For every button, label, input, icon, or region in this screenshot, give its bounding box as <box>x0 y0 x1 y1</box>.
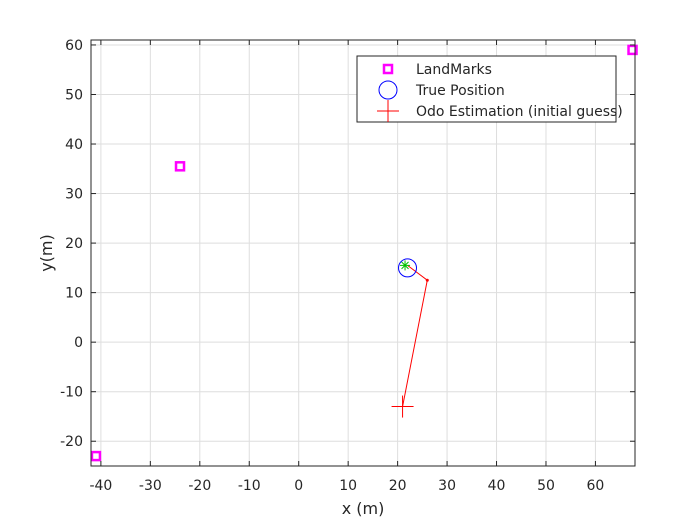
legend-entries: LandMarks True Position Odo Estimation (in… <box>377 62 623 122</box>
legend-label: True Position <box>415 83 505 99</box>
x-tick-label: 20 <box>389 478 407 494</box>
y-tick-label: 60 <box>65 38 83 54</box>
legend-entry: Odo Estimation (initial guess) <box>377 100 623 122</box>
legend-box <box>356 55 617 123</box>
legend-label: LandMarks <box>416 62 492 78</box>
legend-plus-icon <box>377 100 399 122</box>
legend-label: Odo Estimation (initial guess) <box>416 104 623 120</box>
axes-box <box>90 39 636 467</box>
legend-square-icon <box>382 63 394 75</box>
legend-entry: LandMarks <box>382 62 492 78</box>
ticks: -40 -30 -20 -10 0 10 20 30 40 50 60 -20 -10 0 10 20 30 40… <box>60 38 635 494</box>
x-tick-label: -30 <box>139 478 162 494</box>
y-tick-label: -20 <box>60 434 83 450</box>
current-estimate-marker-arm <box>401 261 409 270</box>
landmark-marker <box>174 161 186 172</box>
legend-circle-icon <box>378 80 398 100</box>
x-tick-label: 0 <box>294 478 303 494</box>
x-axis-label: x (m) <box>342 499 385 518</box>
x-tick-label: -10 <box>238 478 261 494</box>
path-waypoint-dot <box>425 278 429 282</box>
y-tick-label: 10 <box>65 286 83 302</box>
legend: LandMarks True Position Odo Estimation (in… <box>356 55 623 123</box>
y-tick-label: 20 <box>65 236 83 252</box>
landmark-marker <box>90 450 102 462</box>
y-tick-label: -10 <box>60 385 83 401</box>
x-tick-label: 60 <box>587 478 605 494</box>
y-tick-label: 0 <box>74 335 83 351</box>
y-tick-label: 30 <box>65 187 83 203</box>
odo-estimation-marker <box>391 395 414 418</box>
x-tick-label: 30 <box>438 478 456 494</box>
legend-entry: True Position <box>378 80 505 100</box>
x-tick-label: -20 <box>188 478 211 494</box>
y-axis-label: y(m) <box>37 234 56 272</box>
y-tick-label: 40 <box>65 137 83 153</box>
current-estimate-marker <box>400 260 411 271</box>
x-tick-label: 50 <box>537 478 555 494</box>
x-tick-label: 10 <box>339 478 357 494</box>
landmark-marker <box>627 44 638 56</box>
x-tick-label: -40 <box>89 478 112 494</box>
y-tick-label: 50 <box>65 87 83 103</box>
marks-layer <box>90 44 638 462</box>
true-position-marker <box>398 258 418 278</box>
x-tick-label: 40 <box>488 478 506 494</box>
